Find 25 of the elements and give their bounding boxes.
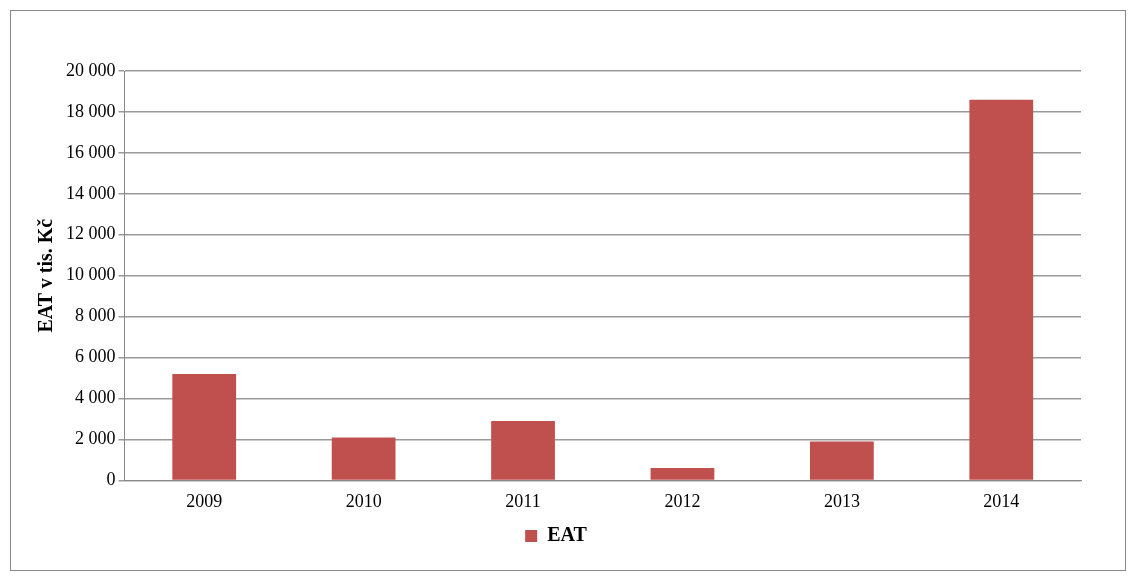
y-tick-label: 18 000 [66, 100, 116, 121]
x-tick-label: 2011 [505, 490, 541, 511]
bar [809, 441, 874, 480]
y-tick-label: 8 000 [75, 305, 116, 326]
x-tick-label: 2012 [664, 490, 701, 511]
y-tick-label: 6 000 [75, 346, 116, 367]
y-tick-label: 10 000 [66, 264, 116, 285]
y-tick-label: 16 000 [66, 141, 116, 162]
x-tick-label: 2014 [983, 490, 1020, 511]
bar [491, 421, 555, 480]
y-tick-label: 20 000 [66, 59, 116, 80]
legend-label: EAT [547, 523, 588, 546]
x-tick-label: 2010 [345, 490, 382, 511]
x-tick-label: 2013 [823, 490, 860, 511]
y-tick-label: 14 000 [66, 182, 116, 203]
y-tick-label: 4 000 [75, 387, 116, 408]
bar [969, 99, 1034, 480]
y-tick-label: 12 000 [66, 223, 116, 244]
y-tick-label: 0 [106, 469, 116, 490]
bar [172, 373, 237, 480]
bar [331, 437, 396, 480]
bar [650, 468, 715, 480]
y-tick-label: 2 000 [75, 428, 116, 449]
y-axis-title: EAT v tis. Kč [34, 218, 57, 333]
x-tick-label: 2009 [186, 490, 223, 511]
